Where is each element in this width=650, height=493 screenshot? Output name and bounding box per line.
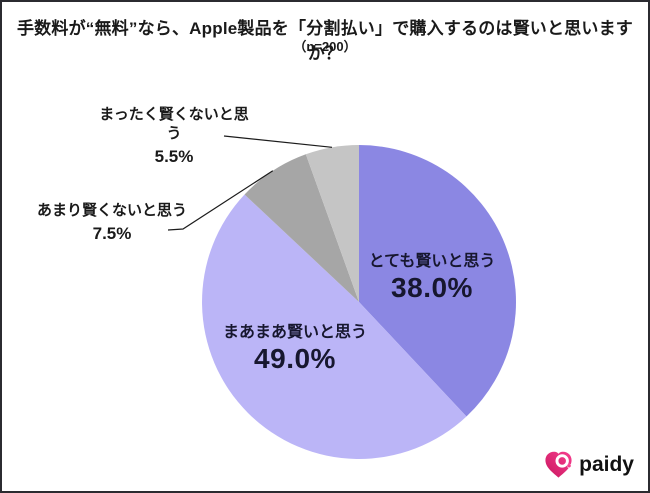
paidy-heart-icon bbox=[545, 451, 572, 478]
pie-slice-1 bbox=[202, 194, 467, 459]
outside-label-slice-2: あまり賢くないと思う 7.5% bbox=[32, 202, 192, 244]
slice-label: とても賢いと思う bbox=[368, 253, 496, 270]
slice-percent: 5.5% bbox=[154, 146, 194, 166]
pie-slice-2 bbox=[244, 154, 359, 302]
slice-label: まあまあ賢いと思う bbox=[222, 324, 367, 341]
outside-label-slice-3: まったく賢くないと思う 5.5% bbox=[94, 106, 254, 167]
slice-percent: 38.0% bbox=[391, 272, 473, 303]
slice-label: あまり賢くないと思う bbox=[36, 202, 187, 219]
paidy-logo: paidy bbox=[543, 449, 634, 480]
inside-label-slice-0: とても賢いと思う 38.0% bbox=[342, 247, 522, 304]
leader-line-slice-3 bbox=[223, 135, 333, 148]
sample-size: （n=200） bbox=[293, 39, 357, 54]
slice-percent: 7.5% bbox=[92, 223, 132, 243]
pie-slice-3 bbox=[305, 145, 359, 302]
leader-line-slice-2 bbox=[167, 170, 274, 231]
chart-title: 手数料が“無料”なら、Apple製品を「分割払い」で購入するのは賢いと思いますか… bbox=[16, 19, 634, 63]
slice-label: まったく賢くないと思う bbox=[99, 106, 249, 142]
inside-label-slice-1: まあまあ賢いと思う 49.0% bbox=[205, 318, 385, 375]
paidy-wordmark: paidy bbox=[579, 452, 634, 476]
slice-percent: 49.0% bbox=[254, 343, 336, 374]
pie-slice-0 bbox=[359, 145, 516, 417]
